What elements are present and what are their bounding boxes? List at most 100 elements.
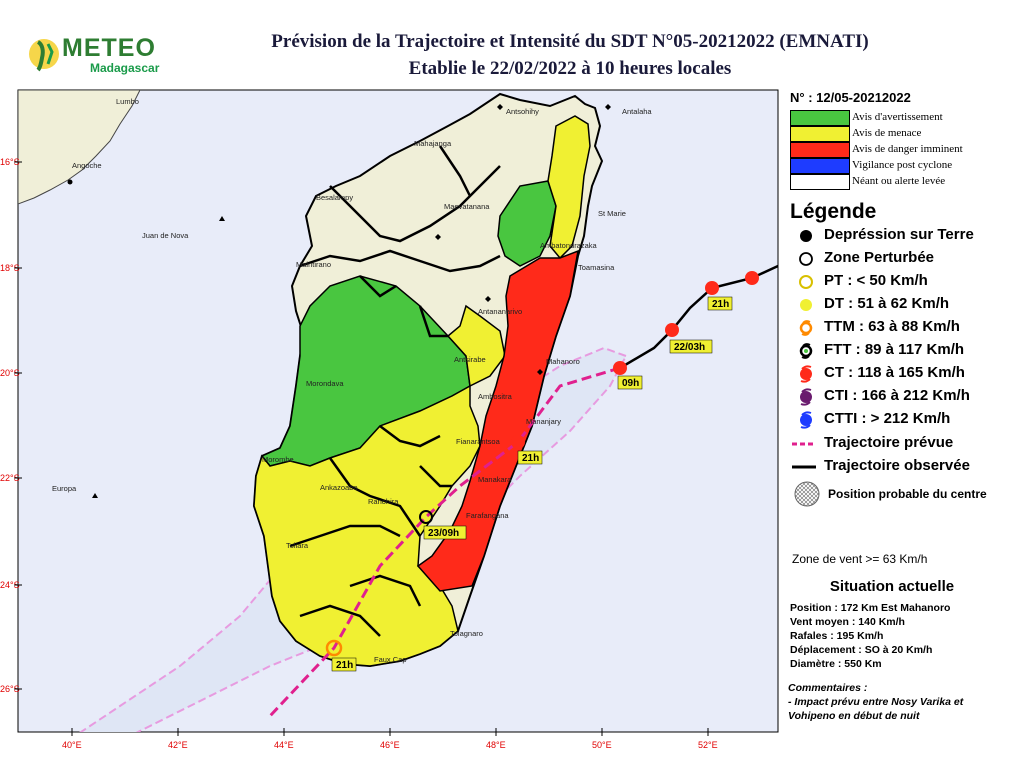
zone-menace-central (446, 304, 506, 388)
place-label: Mananjary (526, 417, 561, 426)
alert-row-post-cyclone: Vigilance post cyclone (790, 158, 990, 174)
purple-cyclone-symbol-icon (800, 388, 812, 406)
legend-label: Zone Perturbée (824, 249, 935, 266)
place-label: Besalampy (316, 193, 353, 202)
track-label: 21h (522, 453, 539, 464)
longitude-ticks: 40°E 42°E 44°E 46°E 48°E 50°E 52°E (62, 740, 718, 750)
wind-zone-note: Zone de vent >= 63 Km/h (792, 552, 928, 566)
place-label: Morondava (306, 379, 344, 388)
black-cyclone-symbol-icon (799, 343, 813, 359)
place-label: Lumbo (116, 97, 139, 106)
lat-tick-label: 20°S (0, 368, 20, 378)
lat-tick-label: 24°S (0, 580, 20, 590)
alert-swatch (790, 158, 850, 174)
legend-label: Position probable du centre (828, 487, 987, 501)
lon-tick-label: 46°E (380, 740, 400, 750)
legend-title: Légende (790, 200, 877, 223)
place-label: Tolagnaro (450, 629, 483, 638)
legend-row: CTTI : > 212 Km/h (796, 408, 1022, 430)
red-cyclone-symbol-icon (800, 365, 812, 383)
legend-row: CTI : 166 à 212 Km/h (796, 385, 1022, 407)
legend-label: Trajectoire prévue (824, 434, 954, 451)
situation-line: Position : 172 Km Est Mahanoro (790, 602, 951, 614)
place-label: Manakara (478, 475, 512, 484)
place-label: Mahajanga (414, 139, 452, 148)
place-label: Antalaha (622, 107, 652, 116)
place-label: Maintirano (296, 260, 331, 269)
place-label: Toliara (286, 541, 309, 550)
alert-row-neant: Néant ou alerte levée (790, 174, 990, 190)
place-label: Mahanoro (546, 357, 580, 366)
open-circle-icon (799, 252, 813, 266)
track-time-labels: 21h 22/03h 09h 21h 23/09h 21h (331, 296, 733, 672)
track-label: 22/03h (674, 342, 705, 353)
lon-tick-label: 48°E (486, 740, 506, 750)
track-label: 21h (336, 660, 353, 671)
dashed-magenta-line-icon (792, 442, 816, 446)
yellow-open-circle-icon (799, 275, 813, 289)
blue-cyclone-symbol-icon (800, 411, 812, 429)
lon-tick-label: 50°E (592, 740, 612, 750)
alert-label: Néant ou alerte levée (852, 175, 946, 187)
meteo-madagascar-logo: METEO Madagascar (28, 30, 159, 80)
hatched-circle-icon (794, 481, 820, 507)
legend-row: DT : 51 à 62 Km/h (796, 293, 1022, 315)
yellow-dot-icon (800, 299, 812, 311)
alert-row-danger: Avis de danger imminent (790, 142, 990, 158)
legend-label: CTTI : > 212 Km/h (824, 410, 951, 427)
place-label: Ambatondrazaka (540, 241, 598, 250)
cyclone-forecast-map: 21h 22/03h 09h 21h 23/09h 21h Lumbo Ango… (0, 89, 779, 750)
legend-label: CTI : 166 à 212 Km/h (824, 387, 970, 404)
place-label: St Marie (598, 209, 626, 218)
comment-line: Vohipeno en début de nuit (788, 710, 920, 722)
place-label: Maevatanana (444, 202, 490, 211)
place-label: Antananarivo (478, 307, 522, 316)
alert-swatch (790, 126, 850, 142)
place-label: Antsirabe (454, 355, 486, 364)
alert-row-avertissement: Avis d'avertissement (790, 110, 990, 126)
place-labels: Lumbo Angoche Juan de Nova Europa Antsoh… (52, 97, 652, 664)
place-label: Angoche (72, 161, 102, 170)
situation-line: Diamètre : 550 Km (790, 658, 882, 670)
alert-label: Avis de danger imminent (852, 143, 963, 155)
legend-row: Depréssion sur Terre (796, 224, 1022, 246)
madagascar-island-logo-icon (29, 39, 59, 72)
zone-danger-imminent (416, 249, 579, 592)
legend-row: Position probable du centre (794, 480, 1022, 510)
legend-row: PT : < 50 Km/h (796, 270, 1022, 292)
place-label: Ranohira (368, 497, 399, 506)
legend-label: Trajectoire observée (824, 457, 970, 474)
legend-label: CT : 118 à 165 Km/h (824, 364, 965, 381)
situation-line: Rafales : 195 Km/h (790, 630, 884, 642)
logo-name: METEO (62, 34, 156, 62)
legend-row: CT : 118 à 165 Km/h (796, 362, 1022, 384)
solid-black-line-icon (792, 465, 816, 469)
lon-tick-label: 40°E (62, 740, 82, 750)
comment-line: - Impact prévu entre Nosy Varika et (788, 696, 964, 708)
orange-cyclone-symbol-icon (799, 320, 813, 336)
lat-tick-label: 18°S (0, 263, 20, 273)
bulletin-number: N° : 12/05-20212022 (790, 90, 911, 105)
place-label: Toamasina (578, 263, 615, 272)
place-label: Ankazoabo (320, 483, 358, 492)
legend-label: DT : 51 à 62 Km/h (824, 295, 950, 312)
legend-label: PT : < 50 Km/h (824, 272, 928, 289)
lat-tick-label: 22°S (0, 473, 20, 483)
legend-row: Trajectoire observée (792, 455, 1022, 477)
alert-swatch (790, 110, 850, 126)
track-label: 23/09h (428, 528, 459, 539)
page-title: Prévision de la Trajectoire et Intensité… (160, 28, 980, 82)
zone-avertissement-north (497, 180, 557, 267)
comments-title: Commentaires : (788, 682, 868, 694)
place-label: Fianarantsoa (456, 437, 501, 446)
legend-panel: N° : 12/05-20212022 Avis d'avertissement… (782, 88, 1022, 728)
alert-label: Avis de menace (852, 127, 922, 139)
legend-label: TTM : 63 à 88 Km/h (824, 318, 960, 335)
place-label: Europa (52, 484, 77, 493)
place-label: Juan de Nova (142, 231, 189, 240)
legend-label: Depréssion sur Terre (824, 226, 974, 243)
mozambique-coast (18, 90, 141, 205)
situation-title: Situation actuelle (829, 578, 955, 595)
legend-row: TTM : 63 à 88 Km/h (796, 316, 1022, 338)
legend-label: FTT : 89 à 117 Km/h (824, 341, 965, 358)
